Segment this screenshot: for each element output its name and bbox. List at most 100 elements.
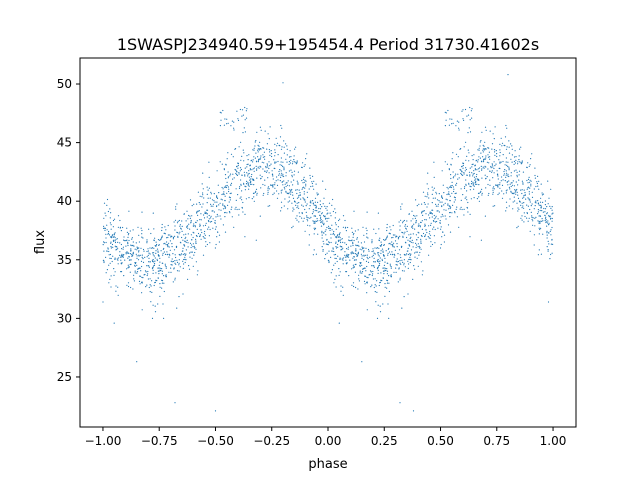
data-point: [216, 195, 218, 197]
data-point: [236, 171, 238, 173]
data-point: [139, 275, 141, 277]
data-point: [186, 239, 188, 241]
data-point: [402, 235, 404, 237]
data-point: [385, 238, 387, 240]
data-point: [227, 122, 229, 124]
data-point: [485, 187, 487, 189]
data-point: [352, 257, 354, 259]
data-point: [251, 178, 253, 180]
data-point: [469, 167, 471, 169]
data-point: [510, 158, 512, 160]
data-point: [430, 224, 432, 226]
data-point: [389, 242, 391, 244]
data-point: [497, 193, 499, 196]
data-point: [523, 189, 525, 191]
data-point: [223, 191, 225, 193]
data-point: [339, 218, 341, 220]
data-point: [365, 227, 367, 229]
data-point: [246, 155, 248, 157]
data-point: [214, 201, 216, 203]
data-point: [440, 243, 442, 246]
data-point: [176, 222, 179, 224]
data-point: [178, 262, 180, 264]
data-point: [394, 234, 396, 236]
data-point: [501, 176, 503, 178]
data-point: [312, 220, 314, 222]
data-point: [143, 274, 145, 276]
data-point: [380, 272, 382, 274]
data-point: [440, 216, 442, 218]
data-point: [221, 199, 223, 201]
data-point: [128, 256, 130, 258]
data-point: [323, 214, 325, 217]
data-point: [323, 216, 325, 218]
data-point: [328, 261, 330, 264]
data-point: [209, 197, 211, 199]
data-point: [465, 184, 467, 186]
data-point: [314, 227, 317, 229]
data-point: [322, 203, 324, 205]
data-point: [455, 125, 457, 127]
data-point: [361, 271, 364, 273]
data-point: [313, 227, 315, 229]
data-point: [358, 245, 360, 247]
data-point: [113, 268, 115, 270]
data-point: [314, 222, 316, 224]
data-point: [156, 259, 158, 262]
data-point: [185, 233, 187, 235]
data-point: [433, 176, 435, 178]
data-point: [159, 267, 161, 269]
data-point: [478, 156, 480, 158]
data-point: [315, 207, 317, 209]
data-point: [302, 197, 304, 199]
data-point: [514, 200, 516, 202]
data-point: [416, 239, 418, 241]
data-point: [193, 254, 195, 256]
data-point: [150, 232, 152, 235]
data-point: [333, 250, 335, 253]
data-point: [533, 208, 535, 210]
data-point: [325, 207, 327, 209]
data-point: [141, 276, 143, 278]
data-point: [319, 208, 322, 210]
data-point: [460, 148, 462, 150]
data-point: [153, 261, 155, 263]
data-point: [196, 203, 198, 205]
data-point: [446, 199, 448, 201]
data-point: [177, 235, 179, 237]
data-point: [378, 264, 381, 266]
data-point: [513, 160, 516, 163]
data-point: [134, 248, 136, 250]
data-point: [173, 267, 175, 269]
data-point: [534, 225, 536, 227]
data-point: [167, 243, 169, 246]
data-point: [290, 156, 292, 158]
data-point: [516, 176, 518, 178]
data-point: [409, 256, 411, 258]
data-point: [517, 210, 519, 212]
data-point: [339, 240, 341, 242]
data-point: [291, 171, 293, 173]
data-point: [312, 185, 314, 187]
data-point: [287, 208, 289, 210]
data-point: [215, 226, 217, 228]
data-point: [225, 186, 227, 189]
data-point: [420, 221, 422, 223]
data-point: [185, 253, 187, 255]
data-point: [528, 193, 531, 195]
y-tick-label: 35: [57, 253, 72, 267]
data-point: [322, 232, 324, 234]
data-point: [126, 268, 128, 270]
data-point: [463, 172, 465, 174]
data-point: [301, 212, 303, 215]
data-point: [406, 250, 408, 252]
data-point: [257, 151, 259, 153]
data-point: [155, 250, 157, 252]
data-point: [357, 244, 359, 246]
data-point: [283, 180, 285, 182]
data-point: [261, 176, 263, 178]
data-point: [497, 178, 499, 180]
data-point: [383, 264, 385, 266]
data-point: [291, 202, 293, 204]
data-point: [216, 196, 218, 198]
